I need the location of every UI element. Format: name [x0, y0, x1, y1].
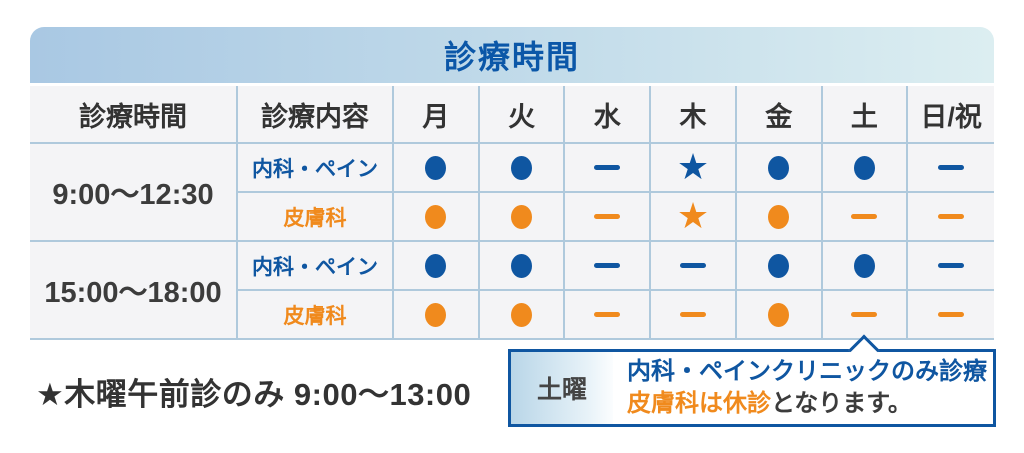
schedule-cell: [565, 144, 652, 193]
column-header: 月: [394, 86, 480, 144]
schedule-cell: [736, 193, 823, 242]
schedule-cell: [394, 144, 480, 193]
dash-mark: [938, 214, 965, 219]
callout-line2-rest: となります。: [771, 390, 912, 417]
schedule-cell: [394, 193, 480, 242]
schedule-cell: ★: [651, 193, 737, 242]
time-slot: 9:00〜12:30: [30, 144, 238, 242]
callout-line1: 内科・ペインクリニックのみ診療: [627, 358, 987, 386]
dash-mark: [938, 312, 965, 317]
schedule-cell: [822, 193, 909, 242]
dot-mark: [511, 155, 533, 180]
department-label: 内科・ペイン: [238, 242, 394, 291]
dash-mark: [679, 263, 706, 268]
time-slot: 15:00〜18:00: [30, 242, 238, 340]
title-bar: 診療時間: [30, 27, 994, 83]
schedule-cell: [479, 291, 566, 340]
schedule-cell: [822, 242, 909, 291]
schedule-cell: [651, 242, 737, 291]
dot-mark: [853, 155, 875, 180]
department-label: 皮膚科: [238, 193, 394, 242]
dot-mark: [425, 204, 447, 229]
dot-mark: [768, 253, 790, 278]
dot-mark: [511, 204, 533, 229]
page-title: 診療時間: [443, 39, 580, 75]
callout-label: 土曜: [511, 352, 613, 424]
dot-mark: [425, 253, 447, 278]
schedule-cell: [479, 193, 566, 242]
dash-mark: [679, 312, 706, 317]
dash-mark: [851, 312, 878, 317]
schedule-cell: [479, 144, 566, 193]
schedule-cell: [908, 193, 994, 242]
schedule-cell: [736, 242, 823, 291]
schedule-cell: [908, 144, 994, 193]
thursday-footnote: ★木曜午前診のみ 9:00〜13:00: [36, 376, 472, 412]
dot-mark: [511, 253, 533, 278]
column-header: 金: [736, 86, 823, 144]
schedule-cell: [479, 242, 566, 291]
schedule-cell: [822, 144, 909, 193]
department-label: 皮膚科: [238, 291, 394, 340]
column-header: 火: [479, 86, 566, 144]
dash-mark: [594, 263, 621, 268]
schedule-cell: [736, 291, 823, 340]
department-label: 内科・ペイン: [238, 144, 394, 193]
dot-mark: [853, 253, 875, 278]
schedule-cell: [908, 291, 994, 340]
callout-line2: 皮膚科は休診となります。: [627, 388, 993, 420]
saturday-callout: 土曜 内科・ペインクリニックのみ診療 皮膚科は休診となります。: [508, 334, 996, 427]
column-header: 木: [651, 86, 737, 144]
schedule-cell: [565, 242, 652, 291]
dot-mark: [425, 155, 447, 180]
column-header: 診療内容: [238, 86, 394, 144]
schedule-cell: [822, 291, 909, 340]
callout-line2-highlight: 皮膚科は休診: [627, 390, 771, 417]
dot-mark: [425, 302, 447, 327]
column-header: 診療時間: [30, 86, 238, 144]
dash-mark: [851, 214, 878, 219]
dash-mark: [594, 165, 621, 170]
dash-mark: [938, 263, 965, 268]
dot-mark: [768, 204, 790, 229]
dot-mark: [511, 302, 533, 327]
schedule-cell: [394, 291, 480, 340]
star-mark: ★: [676, 146, 710, 188]
schedule-cell: [908, 242, 994, 291]
column-header: 日/祝: [908, 86, 994, 144]
star-mark: ★: [676, 195, 710, 237]
column-header: 土: [822, 86, 909, 144]
schedule-cell: ★: [651, 144, 737, 193]
schedule-cell: [651, 291, 737, 340]
column-header: 水: [565, 86, 652, 144]
dot-mark: [768, 302, 790, 327]
schedule-cell: [565, 193, 652, 242]
dash-mark: [594, 214, 621, 219]
schedule-grid: 診療時間 診療内容月火水木金土日/祝 9:00〜12:30 内科・ペイン ★ 皮膚科 ★ 15…: [30, 86, 994, 340]
callout-text: 内科・ペインクリニックのみ診療 皮膚科は休診となります。: [613, 352, 993, 424]
dash-mark: [594, 312, 621, 317]
schedule-cell: [736, 144, 823, 193]
dash-mark: [938, 165, 965, 170]
schedule-cell: [565, 291, 652, 340]
dot-mark: [768, 155, 790, 180]
schedule-card: 診療時間 診療時間 診療内容月火水木金土日/祝 9:00〜12:30 内科・ペイン ★ 皮…: [30, 27, 994, 340]
schedule-cell: [394, 242, 480, 291]
